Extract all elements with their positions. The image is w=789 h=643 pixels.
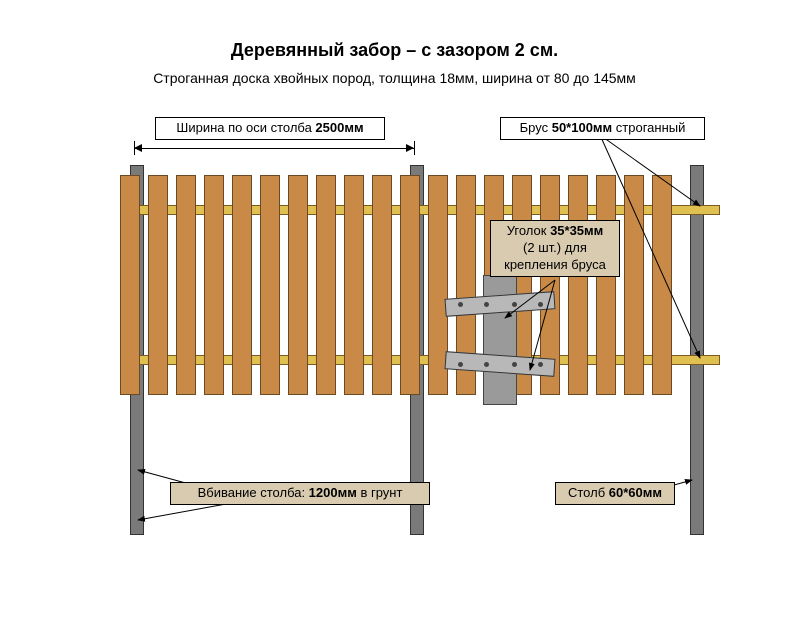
drive-label-bold: 1200мм (309, 485, 357, 500)
diagram-subtitle: Строганная доска хвойных пород, толщина … (0, 70, 789, 86)
fence-picket (652, 175, 672, 395)
bracket-bolt (512, 302, 517, 307)
fence-picket (204, 175, 224, 395)
bracket-bolt (538, 362, 543, 367)
diagram-title: Деревянный забор – с зазором 2 см. (0, 40, 789, 61)
fence-picket (316, 175, 336, 395)
span-arrow-right (406, 144, 414, 152)
fence-picket (288, 175, 308, 395)
bracket-bolt (458, 362, 463, 367)
angle-line1-prefix: Уголок (507, 223, 550, 238)
angle-line1-bold: 35*35мм (550, 223, 603, 238)
span-arrow-left (134, 144, 142, 152)
fence-picket (372, 175, 392, 395)
fence-picket (176, 175, 196, 395)
span-dimension-line (134, 148, 414, 149)
angle-line2: (2 шт.) для (523, 240, 587, 255)
bracket-bolt (484, 362, 489, 367)
fence-picket (120, 175, 140, 395)
beam-label-prefix: Брус (520, 120, 552, 135)
subtitle-text: Строганная доска хвойных пород, толщина … (153, 70, 636, 86)
fence-picket (260, 175, 280, 395)
angle-label: Уголок 35*35мм (2 шт.) для крепления бру… (490, 220, 620, 277)
post-label: Столб 60*60мм (555, 482, 675, 505)
span-dim-tick-right (414, 141, 415, 155)
fence-picket (568, 175, 588, 395)
fence-picket (624, 175, 644, 395)
fence-picket (400, 175, 420, 395)
fence-picket (148, 175, 168, 395)
fence-picket (232, 175, 252, 395)
span-label-bold: 2500мм (315, 120, 363, 135)
beam-label-suffix: строганный (612, 120, 685, 135)
angle-line3: крепления бруса (504, 257, 606, 272)
bracket-bolt (458, 302, 463, 307)
post-label-prefix: Столб (568, 485, 609, 500)
bracket-bolt (484, 302, 489, 307)
fence-picket (596, 175, 616, 395)
title-text: Деревянный забор – с зазором 2 см. (231, 40, 558, 60)
post-label-bold: 60*60мм (609, 485, 662, 500)
fence-diagram (70, 155, 726, 575)
bracket-bolt (538, 302, 543, 307)
fence-picket (344, 175, 364, 395)
beam-label-bold: 50*100мм (552, 120, 612, 135)
span-label: Ширина по оси столба 2500мм (155, 117, 385, 140)
bracket-bolt (512, 362, 517, 367)
drive-label-prefix: Вбивание столба: (198, 485, 309, 500)
span-label-prefix: Ширина по оси столба (176, 120, 315, 135)
beam-label: Брус 50*100мм строганный (500, 117, 705, 140)
drive-label: Вбивание столба: 1200мм в грунт (170, 482, 430, 505)
fence-post (690, 165, 704, 535)
drive-label-suffix: в грунт (357, 485, 403, 500)
